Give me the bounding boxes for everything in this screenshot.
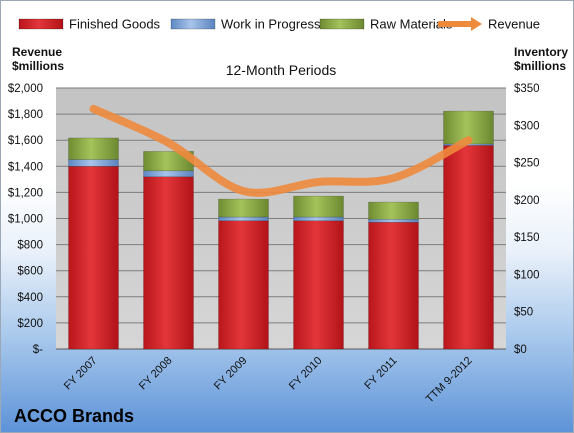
left-tick-label: $400 <box>17 292 43 304</box>
bar-finished-goods <box>143 176 194 350</box>
right-tick-label: $50 <box>514 307 533 319</box>
right-tick-label: $150 <box>514 232 540 244</box>
legend-swatch-work-in-progress <box>170 18 216 30</box>
category-label: FY 2011 <box>362 355 399 392</box>
left-tick-label: $200 <box>17 318 43 330</box>
bar-work-in-progress <box>143 170 194 178</box>
bar-work-in-progress <box>293 216 344 222</box>
category-label: FY 2010 <box>287 355 325 393</box>
category-label: TTM 9-2012 <box>424 355 475 406</box>
legend-swatch-finished-goods <box>18 18 64 30</box>
right-tick-label: $100 <box>514 269 540 281</box>
left-tick-label: $2,000 <box>8 83 43 95</box>
right-tick-label: $350 <box>514 83 540 95</box>
bar-raw-materials <box>368 201 419 220</box>
bar-finished-goods <box>293 220 344 350</box>
legend-label-work-in-progress: Work in Progress <box>221 17 321 32</box>
left-tick-label: $1,200 <box>8 187 43 199</box>
revenue-line <box>89 104 473 197</box>
chart-title: 12-Month Periods <box>226 62 337 78</box>
bar-raw-materials <box>218 198 269 218</box>
category-label: FY 2008 <box>137 355 175 393</box>
category-label: FY 2007 <box>62 355 100 393</box>
legend-swatch-raw-materials <box>319 18 365 30</box>
bar-raw-materials <box>68 137 119 160</box>
right-axis-unit: $millions <box>514 59 566 73</box>
category-label: FY 2009 <box>212 355 250 393</box>
legend-label-revenue: Revenue <box>488 17 540 32</box>
bar-finished-goods <box>68 166 119 350</box>
left-tick-label: $1,400 <box>8 161 43 173</box>
right-axis-title: Inventory <box>514 45 568 59</box>
bar-work-in-progress <box>218 216 269 222</box>
right-tick-label: $300 <box>514 120 540 132</box>
left-tick-label: $1,800 <box>8 109 43 121</box>
left-axis-title: Revenue <box>12 45 62 59</box>
right-tick-label: $200 <box>514 195 540 207</box>
legend-label-finished-goods: Finished Goods <box>69 17 161 32</box>
bar-finished-goods <box>218 220 269 350</box>
right-tick-label: $250 <box>514 158 540 170</box>
bar-work-in-progress <box>368 218 419 223</box>
bar-work-in-progress <box>68 159 119 167</box>
legend-arrow-icon <box>471 17 482 31</box>
left-axis-unit: $millions <box>12 59 64 73</box>
left-tick-label: $1,600 <box>8 135 43 147</box>
left-tick-label: $1,000 <box>8 214 43 226</box>
bar-finished-goods <box>443 145 494 350</box>
left-tick-label: $800 <box>17 240 43 252</box>
company-name: ACCO Brands <box>14 406 134 426</box>
legend-label-raw-materials: Raw Materials <box>370 17 453 32</box>
bar-finished-goods <box>368 221 419 350</box>
bar-raw-materials <box>293 195 344 218</box>
left-tick-label: $600 <box>17 266 43 278</box>
right-tick-label: $0 <box>514 344 527 356</box>
left-tick-label: $- <box>33 344 43 356</box>
